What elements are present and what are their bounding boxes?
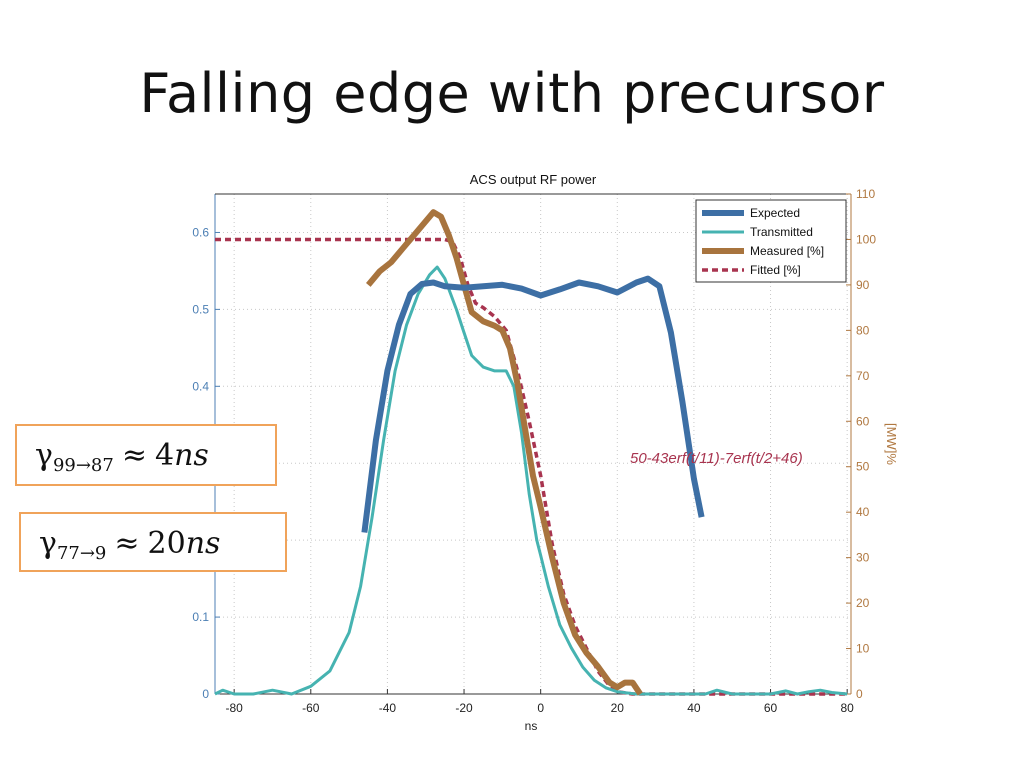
formula-unit: ns xyxy=(185,526,221,561)
right-tick-label: 50 xyxy=(856,460,870,474)
legend-label: Expected xyxy=(750,206,800,220)
approx-sign: ≈ xyxy=(121,438,147,473)
right-tick-label: 0 xyxy=(856,687,863,701)
slide-title: Falling edge with precursor xyxy=(139,62,885,125)
x-tick-label: -80 xyxy=(225,701,243,715)
gamma-77-9-formula: γ77→9 ≈20ns xyxy=(19,512,287,572)
x-tick-label: 80 xyxy=(840,701,854,715)
gamma-99-87-formula: γ99→87 ≈4ns xyxy=(15,424,277,486)
x-tick-label: 60 xyxy=(764,701,778,715)
gamma-symbol: γ xyxy=(35,438,53,473)
right-axis-label: [MW]% xyxy=(884,423,899,465)
formula-value: 20 xyxy=(147,526,186,561)
x-axis-label: ns xyxy=(525,719,538,733)
measured-line xyxy=(366,209,643,696)
right-tick-label: 40 xyxy=(856,505,870,519)
right-tick-label: 90 xyxy=(856,278,870,292)
x-tick-label: 40 xyxy=(687,701,701,715)
x-tick-label: 0 xyxy=(537,701,544,715)
x-tick-label: 20 xyxy=(611,701,625,715)
approx-sign: ≈ xyxy=(114,526,140,561)
right-tick-label: 110 xyxy=(856,187,875,201)
gamma-subscript: 99→87 xyxy=(52,455,114,476)
right-tick-label: 30 xyxy=(856,551,870,565)
legend-label: Transmitted xyxy=(750,225,813,239)
fit-formula-annotation: 50-43erf(t/11)-7erf(t/2+46) xyxy=(630,450,803,467)
x-tick-label: -60 xyxy=(302,701,320,715)
right-tick-label: 10 xyxy=(856,642,870,656)
y-tick-label: 0.4 xyxy=(192,379,209,393)
x-tick-label: -40 xyxy=(379,701,397,715)
y-tick-label: 0.1 xyxy=(192,610,209,624)
gamma-symbol: γ xyxy=(39,526,57,561)
gamma-subscript: 77→9 xyxy=(56,543,107,564)
transmitted-line xyxy=(214,265,848,696)
right-tick-label: 20 xyxy=(856,596,870,610)
legend-label: Measured [%] xyxy=(750,244,824,258)
right-tick-label: 100 xyxy=(856,232,876,246)
formula-unit: ns xyxy=(174,438,209,473)
formula-value: 4 xyxy=(154,438,175,473)
right-tick-label: 80 xyxy=(856,323,870,337)
right-tick-label: 60 xyxy=(856,414,870,428)
chart-title: ACS output RF power xyxy=(470,172,597,187)
expected-line xyxy=(361,275,705,533)
y-tick-label: 0 xyxy=(202,687,209,701)
y-tick-label: 0.5 xyxy=(192,302,209,316)
legend-label: Fitted [%] xyxy=(750,263,801,277)
right-tick-label: 70 xyxy=(856,369,870,383)
y-tick-label: 0.6 xyxy=(192,225,209,239)
x-tick-label: -20 xyxy=(455,701,473,715)
